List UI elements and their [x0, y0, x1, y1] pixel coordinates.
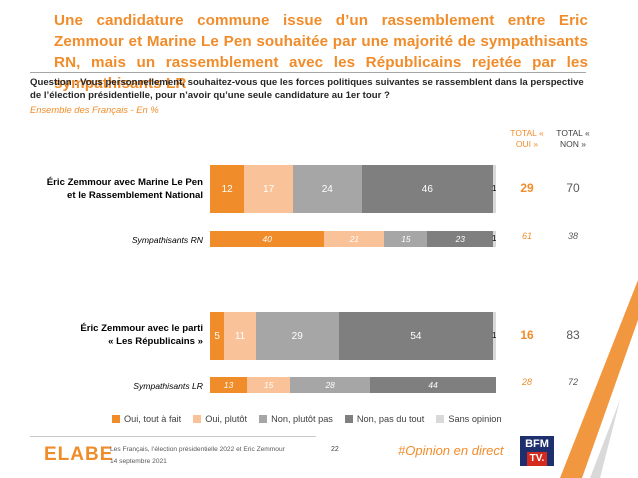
bar-value-label: 17: [263, 183, 275, 195]
bar-segment: 46: [361, 165, 494, 213]
source-line-1: Les Français, l’élection présidentielle …: [110, 446, 285, 453]
bar-segment: 11: [224, 312, 256, 360]
row-label-line: et le Rassemblement National: [67, 190, 203, 201]
title-divider: [30, 72, 586, 73]
bar-segment: 29: [255, 312, 339, 360]
bar-value-label: 29: [291, 330, 303, 342]
legend-swatch: [436, 415, 445, 423]
total-non-value: 70: [566, 181, 580, 195]
legend-item: Non, plutôt pas: [259, 414, 333, 424]
total-oui-value: 61: [521, 231, 532, 241]
bar-value-label: 11: [234, 330, 246, 342]
row-label-line: Sympathisants RN: [131, 235, 203, 245]
legend-label: Oui, tout à fait: [124, 414, 182, 424]
bar-value-label: 21: [349, 234, 360, 244]
bar-value-label: 13: [223, 380, 234, 390]
source-line-2: 14 septembre 2021: [110, 458, 167, 465]
stacked-bar: 5 11 29 54: [210, 312, 496, 360]
total-non-value: 72: [567, 377, 578, 387]
bar-segment: 54: [338, 312, 494, 360]
bar-segment: 40: [210, 231, 325, 247]
footer-divider: [30, 436, 316, 437]
bfm-text: BFM: [525, 438, 549, 450]
row-label-line: Éric Zemmour avec le parti: [80, 323, 203, 334]
page-title: Une candidature commune issue d’un rasse…: [54, 12, 588, 92]
bar-value-label: 46: [421, 183, 433, 195]
bar-value-label: 12: [221, 183, 233, 195]
legend-item: Oui, plutôt: [193, 414, 247, 424]
stacked-bar: 12 17 24 46: [210, 165, 496, 213]
tv-text: TV.: [526, 452, 548, 466]
row-label-line: Éric Zemmour avec Marine Le Pen: [46, 177, 203, 188]
bar-segment: 13: [210, 377, 248, 393]
total-non-header: TOTAL « NON »: [556, 128, 590, 149]
decorative-triangle-icon: [560, 280, 638, 478]
population-subtitle: Ensemble des Français - En %: [30, 104, 159, 115]
bar-segment: 28: [290, 377, 371, 393]
bar-value-label: 28: [325, 380, 335, 390]
elabe-logo: ELABE: [44, 444, 114, 465]
bar-value-label: 5: [214, 330, 220, 342]
legend-label: Sans opinion: [448, 414, 502, 424]
bar-segment: 17: [244, 165, 293, 213]
bar-value-label: 40: [262, 234, 272, 244]
bar-value-label: 23: [455, 234, 465, 244]
row-label-line: « Les Républicains »: [108, 336, 203, 347]
legend-swatch: [259, 415, 268, 423]
row-label: Sympathisants LR: [28, 380, 203, 393]
total-oui-header: TOTAL « OUI »: [510, 128, 544, 149]
total-non-value: 38: [567, 231, 578, 241]
bar-segment: [493, 165, 496, 213]
legend-swatch: [112, 415, 120, 423]
bar-value-label: 44: [428, 380, 438, 390]
legend-item: Oui, tout à fait: [112, 414, 181, 424]
bar-value-label: 15: [401, 234, 411, 244]
legend-item: Non, pas du tout: [344, 414, 425, 424]
bar-value-label: 15: [263, 380, 274, 390]
total-non-value: 83: [566, 328, 580, 342]
bar-segment: 5: [210, 312, 225, 360]
bar-segment: 44: [370, 377, 496, 393]
chart-legend: Oui, tout à fait Oui, plutôt Non, plutôt p…: [112, 414, 501, 424]
sans-opinion-value: 1: [492, 234, 497, 243]
row-label-line: Sympathisants LR: [133, 381, 203, 391]
legend-label: Non, pas du tout: [356, 414, 425, 424]
total-oui-value: 29: [520, 181, 534, 195]
row-label: Sympathisants RN: [28, 234, 203, 247]
question-text: Question : Vous personnellement, souhait…: [30, 77, 584, 101]
bar-segment: 15: [247, 377, 291, 393]
bfmtv-logo: BFM TV.: [520, 436, 554, 466]
total-oui-value: 16: [520, 328, 534, 342]
row-label: Éric Zemmour avec le parti « Les Républic…: [28, 322, 203, 348]
legend-label: Non, plutôt pas: [271, 414, 333, 424]
legend-swatch: [344, 415, 353, 423]
bar-segment: 21: [324, 231, 385, 247]
row-label: Éric Zemmour avec Marine Le Pen et le Ras…: [28, 176, 203, 202]
bar-segment: 12: [210, 165, 245, 213]
stacked-bar: 40 21 15 23: [210, 231, 496, 247]
hashtag: #Opinion en direct: [398, 443, 504, 458]
legend-swatch: [193, 415, 202, 423]
stacked-bar: 13 15 28 44: [210, 377, 496, 393]
sans-opinion-value: 1: [492, 184, 497, 193]
bar-segment: [493, 231, 496, 247]
page-number: 22: [331, 446, 339, 453]
legend-item: Sans opinion: [436, 414, 501, 424]
bar-segment: 15: [384, 231, 428, 247]
bar-value-label: 54: [410, 330, 422, 342]
total-oui-value: 28: [521, 377, 532, 387]
source-note: Les Français, l’élection présidentielle …: [110, 444, 285, 468]
bar-value-label: 24: [321, 183, 333, 195]
sans-opinion-value: 1: [492, 331, 497, 340]
bar-segment: 24: [292, 165, 362, 213]
bar-segment: 23: [427, 231, 494, 247]
bar-segment: [493, 312, 496, 360]
legend-label: Oui, plutôt: [205, 414, 248, 424]
